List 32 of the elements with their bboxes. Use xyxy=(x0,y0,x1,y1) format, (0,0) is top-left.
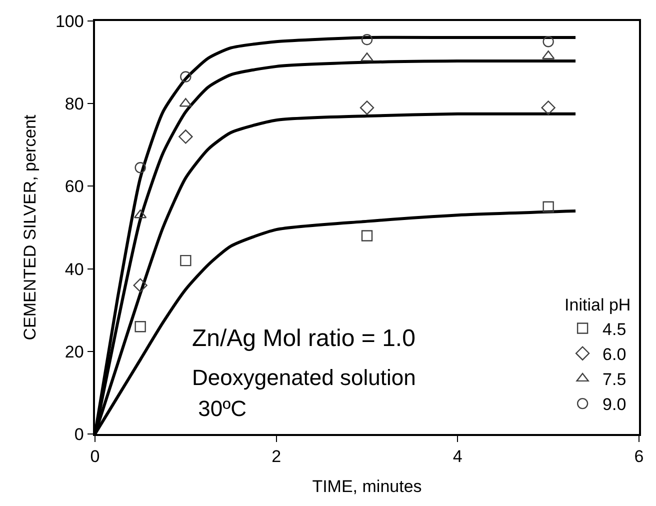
point xyxy=(541,100,556,115)
y-axis-title: CEMENTED SILVER, percent xyxy=(20,114,40,340)
annotation: 30ºC xyxy=(192,396,247,421)
point xyxy=(361,34,373,46)
x-tick-label: 6 xyxy=(634,447,644,466)
annotation: Zn/Ag Mol ratio = 1.0 xyxy=(192,325,416,352)
legend-label: 6.0 xyxy=(602,344,626,364)
point xyxy=(180,71,192,82)
annotation: Deoxygenated solution xyxy=(192,365,416,390)
y-tick-label: 40 xyxy=(64,260,84,279)
y-tick-label: 100 xyxy=(55,12,84,31)
point xyxy=(180,254,192,266)
x-tick-label: 0 xyxy=(90,447,100,466)
point xyxy=(361,230,373,242)
point xyxy=(134,162,146,174)
y-tick-label: 60 xyxy=(64,177,84,196)
point xyxy=(178,130,193,144)
legend-label: 4.5 xyxy=(602,320,626,339)
point xyxy=(134,321,146,332)
point xyxy=(542,36,554,48)
point xyxy=(360,100,374,115)
point xyxy=(133,278,148,292)
y-tick-label: 20 xyxy=(64,342,84,362)
legend-title: Initial pH xyxy=(564,296,631,315)
legend-label: 9.0 xyxy=(602,395,626,414)
y-tick-label: 0 xyxy=(74,424,84,444)
x-axis-title: TIME, minutes xyxy=(312,477,422,496)
x-tick-label: 4 xyxy=(452,447,462,466)
x-tick-label: 2 xyxy=(272,447,282,466)
point xyxy=(542,201,554,212)
legend-label: 7.5 xyxy=(602,370,626,390)
y-tick-label: 80 xyxy=(64,94,84,114)
